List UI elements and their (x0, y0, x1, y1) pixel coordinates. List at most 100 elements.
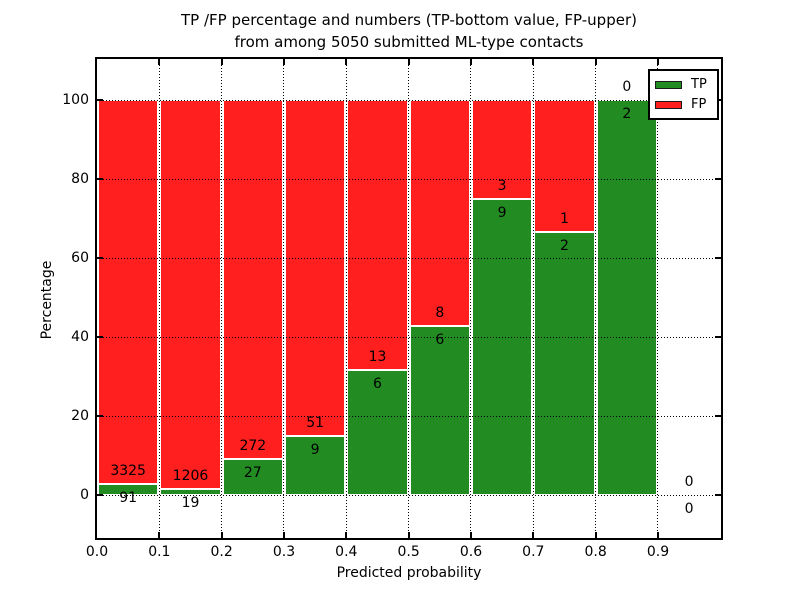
x-tick-label: 0.1 (148, 544, 171, 560)
x-tick-top (345, 59, 348, 65)
x-tick-top (656, 59, 659, 65)
tp-count-label: 27 (243, 465, 262, 482)
x-tick-top (407, 59, 410, 65)
v-gridline (657, 59, 659, 538)
fp-bar (98, 100, 159, 485)
tp-legend-swatch-icon (655, 80, 682, 89)
x-tick-bottom (532, 532, 535, 538)
tp-count-label: 0 (684, 501, 694, 517)
x-tick-top (532, 59, 535, 65)
tp-legend-label: TP (691, 77, 707, 92)
y-tick-left (97, 99, 103, 101)
y-tick-left (97, 336, 103, 338)
x-tick-label: 0.9 (646, 544, 670, 560)
y-tick-label: 60 (71, 250, 89, 266)
y-tick-left (97, 257, 103, 259)
fp-bar (409, 100, 470, 326)
tp-bar (222, 459, 283, 495)
y-tick-label: 100 (62, 92, 89, 108)
v-gridline (408, 59, 410, 538)
fp-count-label: 1206 (172, 467, 209, 484)
x-tick-label: 0.4 (335, 544, 358, 560)
fp-count-label: 13 (368, 349, 387, 366)
chart-title-line2: from among 5050 submitted ML-type contac… (234, 33, 584, 51)
plot-area: 3325 91 1206 19 272 27 51 9 13 6 8 6 3 9 1 2 0 2 0 0 0 20 40 60… (62, 59, 721, 560)
fp-count-label: 8 (435, 304, 445, 321)
y-tick-label: 0 (80, 487, 89, 503)
fp-count-label: 3325 (110, 463, 146, 480)
y-tick-right (715, 257, 721, 259)
chart-title: TP /FP percentage and numbers (TP-bottom… (97, 9, 721, 53)
v-gridline (221, 59, 223, 538)
x-tick-top (594, 59, 597, 65)
x-tick-label: 0.0 (85, 544, 109, 560)
tp-count-label: 9 (310, 441, 320, 458)
tp-count-label: 2 (560, 237, 569, 254)
fp-count-label: 0 (684, 474, 694, 490)
legend-item-tp: TP (655, 78, 717, 91)
x-tick-label: 0.3 (272, 544, 296, 560)
x-tick-bottom (656, 532, 659, 538)
x-tick-label: 0.2 (210, 544, 233, 560)
fp-bar (347, 100, 408, 371)
x-tick-label: 0.7 (522, 544, 545, 560)
tp-bar (534, 231, 595, 495)
fp-count-label: 1 (560, 210, 569, 227)
tp-count-label: 9 (497, 204, 507, 221)
fp-bar (284, 100, 346, 436)
y-axis-label: Percentage (39, 260, 55, 340)
y-tick-right (715, 336, 721, 338)
tp-bar (471, 198, 533, 495)
legend-item-fp: FP (655, 98, 717, 111)
fp-bar (222, 100, 283, 460)
fp-count-label: 51 (306, 414, 325, 431)
x-tick-top (220, 59, 223, 65)
fp-bar (471, 100, 533, 199)
y-tick-right (715, 494, 721, 496)
y-tick-label: 80 (71, 171, 89, 187)
x-tick-label: 0.8 (584, 544, 607, 560)
v-gridline (595, 59, 597, 538)
fp-bar (534, 100, 595, 232)
fp-count-label: 0 (622, 79, 632, 95)
x-tick-top (469, 59, 472, 65)
v-gridline (470, 59, 472, 538)
y-tick-left (97, 494, 103, 496)
v-gridline (532, 59, 534, 538)
y-tick-right (715, 415, 721, 417)
x-tick-top (158, 59, 161, 65)
v-gridline (345, 59, 347, 538)
tp-bar (409, 325, 470, 495)
legend: TP FP (648, 69, 719, 120)
v-gridline (283, 59, 285, 538)
x-tick-bottom (407, 532, 410, 538)
fp-legend-label: FP (691, 97, 707, 112)
y-tick-left (97, 178, 103, 180)
tp-count-label: 6 (373, 376, 382, 393)
x-tick-top (282, 59, 285, 65)
x-axis-label: Predicted probability (336, 565, 482, 581)
tp-bar (284, 435, 346, 495)
tp-count-label: 6 (435, 331, 445, 348)
x-tick-bottom (220, 532, 223, 538)
y-tick-label: 40 (71, 329, 89, 345)
y-tick-label: 20 (71, 408, 89, 424)
tp-count-label: 19 (181, 494, 200, 511)
fp-legend-swatch-icon (655, 100, 682, 109)
tp-bar (160, 488, 221, 495)
chart-title-line1: TP /FP percentage and numbers (TP-bottom… (181, 11, 637, 29)
tp-count-label: 91 (119, 490, 138, 507)
tp-bar (347, 370, 408, 495)
tp-bar (596, 100, 657, 495)
y-tick-left (97, 415, 103, 417)
y-tick-right (715, 178, 721, 180)
fp-count-label: 272 (239, 438, 267, 455)
v-gridline (158, 59, 160, 538)
x-tick-bottom (594, 532, 597, 538)
x-tick-bottom (158, 532, 161, 538)
x-tick-label: 0.5 (397, 544, 420, 560)
x-tick-bottom (345, 532, 348, 538)
fp-bar (160, 100, 221, 489)
x-tick-bottom (469, 532, 472, 538)
fp-count-label: 3 (497, 177, 507, 194)
